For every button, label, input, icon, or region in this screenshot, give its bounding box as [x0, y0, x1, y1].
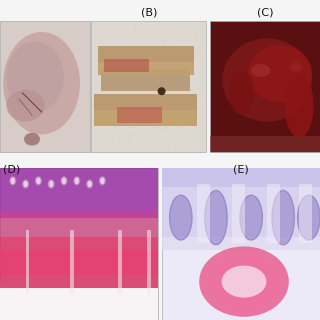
Ellipse shape [285, 74, 314, 138]
Bar [91, 21, 206, 152]
Ellipse shape [209, 256, 279, 307]
Bar [0, 21, 90, 152]
Text: (B): (B) [140, 8, 157, 18]
Text: (D): (D) [3, 165, 20, 175]
Bar [162, 168, 320, 320]
Bar [118, 230, 122, 294]
Bar [0, 0, 320, 158]
Bar [98, 46, 194, 75]
Ellipse shape [6, 42, 64, 112]
Ellipse shape [248, 45, 312, 102]
Bar [0, 168, 158, 320]
Ellipse shape [240, 195, 262, 240]
Ellipse shape [298, 195, 320, 240]
Ellipse shape [61, 177, 67, 185]
Bar [70, 230, 74, 294]
Ellipse shape [157, 87, 166, 95]
Bar [210, 21, 320, 152]
Bar [0, 211, 158, 237]
Ellipse shape [290, 62, 302, 72]
Ellipse shape [199, 246, 289, 317]
Bar [0, 282, 158, 320]
Bar [26, 230, 29, 294]
Bar [197, 184, 210, 243]
Bar [0, 250, 158, 275]
Bar [267, 184, 280, 243]
Bar [299, 184, 312, 243]
Ellipse shape [222, 38, 312, 122]
Ellipse shape [170, 195, 192, 240]
Bar [232, 184, 245, 243]
Ellipse shape [272, 190, 294, 245]
Bar [162, 168, 320, 250]
Text: (E): (E) [233, 165, 249, 175]
Bar [162, 168, 320, 187]
Ellipse shape [36, 177, 41, 185]
Ellipse shape [100, 177, 105, 185]
Bar [162, 168, 320, 237]
Ellipse shape [74, 177, 80, 185]
Bar [0, 168, 158, 218]
Ellipse shape [205, 190, 227, 245]
Ellipse shape [23, 180, 28, 188]
Bar [210, 136, 320, 152]
Bar [94, 110, 197, 126]
Ellipse shape [48, 180, 54, 188]
Bar [0, 237, 158, 288]
Ellipse shape [6, 90, 45, 122]
Ellipse shape [87, 180, 92, 188]
Ellipse shape [251, 64, 270, 77]
Bar [117, 107, 162, 123]
Ellipse shape [24, 133, 40, 146]
Bar [98, 62, 194, 75]
Text: (C): (C) [257, 8, 273, 18]
Bar [0, 168, 158, 211]
Bar [104, 59, 149, 72]
Ellipse shape [10, 177, 16, 185]
Ellipse shape [229, 70, 254, 115]
Ellipse shape [221, 266, 266, 298]
Bar [101, 69, 190, 91]
Ellipse shape [3, 32, 80, 134]
Bar [147, 230, 151, 294]
Bar [94, 94, 197, 126]
